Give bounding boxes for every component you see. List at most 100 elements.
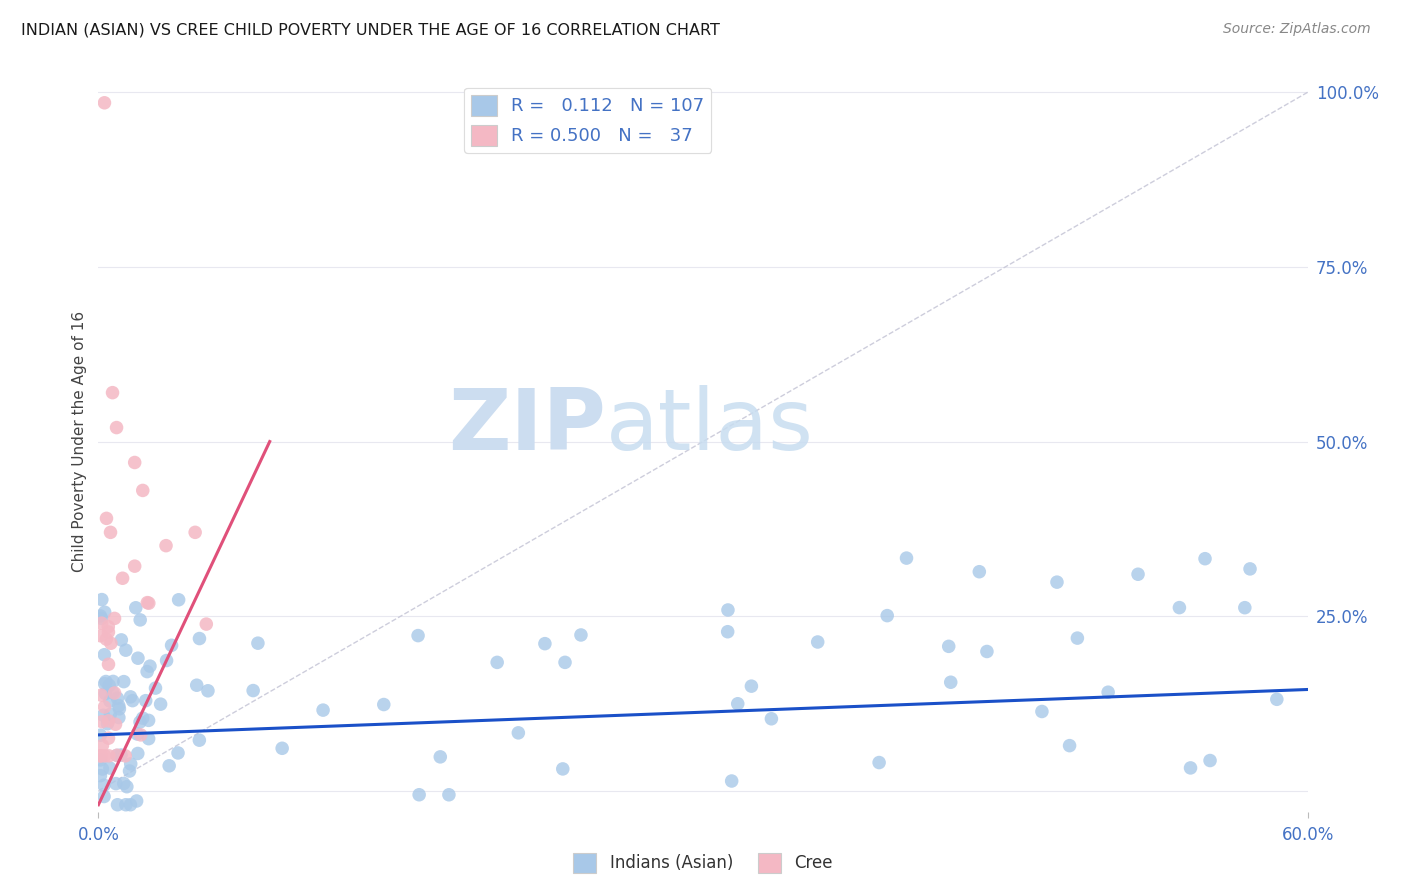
Point [197,683,219,698]
Point [271,741,294,756]
Point [107,797,129,812]
Point [188,632,211,646]
Point [101,385,124,400]
Point [1066,631,1088,645]
Point [107,691,129,706]
Point [740,679,762,693]
Point [121,693,143,707]
Point [184,525,207,540]
Point [114,748,136,763]
Point [717,624,740,639]
Point [131,711,153,725]
Point [105,748,128,763]
Point [486,656,509,670]
Point [89,753,111,767]
Point [1031,705,1053,719]
Point [104,776,127,790]
Point [938,640,960,654]
Point [110,747,132,762]
Point [98,694,121,708]
Point [93,95,115,110]
Point [101,686,124,700]
Text: ZIP: ZIP [449,385,606,468]
Point [120,756,142,771]
Point [98,761,121,775]
Point [97,620,120,634]
Point [135,694,157,708]
Point [90,592,112,607]
Point [107,698,129,713]
Point [91,739,114,753]
Point [94,674,117,689]
Point [100,636,122,650]
Point [89,769,111,783]
Point [105,748,128,763]
Point [98,678,121,692]
Point [127,727,149,741]
Point [127,651,149,665]
Point [569,628,592,642]
Point [120,690,142,704]
Point [1046,575,1069,590]
Point [114,643,136,657]
Point [125,794,148,808]
Point [89,748,111,763]
Point [115,797,138,812]
Point [534,637,557,651]
Point [186,678,208,692]
Point [138,596,160,610]
Point [876,608,898,623]
Point [93,700,115,714]
Point [90,611,112,625]
Point [89,728,111,742]
Point [115,780,138,794]
Point [97,625,120,640]
Point [129,613,152,627]
Point [94,687,117,701]
Legend: R =   0.112   N = 107, R = 0.500   N =   37: R = 0.112 N = 107, R = 0.500 N = 37 [464,87,711,153]
Point [97,748,120,763]
Point [246,636,269,650]
Point [167,592,190,607]
Point [129,728,152,742]
Point [91,708,114,723]
Point [406,629,429,643]
Point [195,617,218,632]
Point [149,697,172,711]
Point [554,656,576,670]
Point [429,750,451,764]
Point [188,733,211,747]
Point [1097,685,1119,699]
Point [437,788,460,802]
Point [91,762,114,776]
Point [1126,567,1149,582]
Point [761,712,783,726]
Point [105,420,128,434]
Point [89,629,111,643]
Y-axis label: Child Poverty Under the Age of 16: Child Poverty Under the Age of 16 [72,311,87,572]
Point [94,748,117,763]
Point [93,778,115,792]
Point [120,797,142,812]
Point [1059,739,1081,753]
Point [96,632,118,647]
Point [93,605,115,619]
Point [167,746,190,760]
Point [127,747,149,761]
Point [90,688,112,702]
Point [155,653,177,667]
Point [125,600,148,615]
Point [138,714,160,728]
Point [112,674,135,689]
Point [90,616,112,631]
Point [408,788,430,802]
Point [155,539,177,553]
Point [720,774,742,789]
Point [373,698,395,712]
Point [96,716,118,731]
Text: atlas: atlas [606,385,814,468]
Legend: Indians (Asian), Cree: Indians (Asian), Cree [567,847,839,880]
Point [118,764,141,778]
Point [939,675,962,690]
Point [969,565,991,579]
